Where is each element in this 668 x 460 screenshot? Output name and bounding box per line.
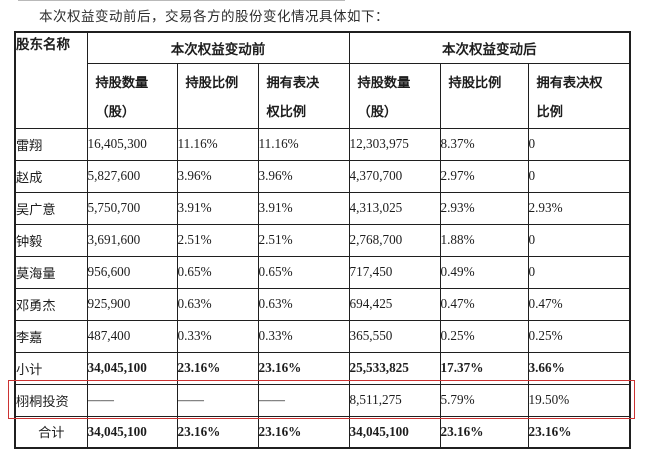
value-cell: 0.33% (257, 319, 350, 353)
value-cell: 23.16% (176, 351, 259, 385)
value-cell: 23.16% (439, 415, 529, 449)
value-cell: 925,900 (86, 287, 178, 321)
value-cell: 34,045,100 (86, 351, 178, 385)
shareholder-name: 莫海量 (14, 255, 88, 289)
value-cell: 2.51% (257, 223, 350, 257)
value-cell: 0.63% (176, 287, 259, 321)
value-cell: 5,750,700 (86, 191, 178, 225)
header-shares-held-after: 持股数量 （股） (348, 62, 441, 129)
value-cell: 25,533,825 (348, 351, 441, 385)
value-cell: 0.65% (257, 255, 350, 289)
shareholding-table: 股东名称 本次权益变动前 本次权益变动后 持股数量 （股） 持股比例 拥有表决 … (14, 31, 632, 449)
value-cell: 2.97% (439, 159, 529, 193)
table-row: 吴广意 5,750,700 3.91% 3.91% 4,313,025 2.93… (14, 191, 631, 225)
shareholder-name: 邓勇杰 (14, 287, 88, 321)
value-cell: 34,045,100 (86, 415, 178, 449)
page-top-divider (18, 0, 345, 1)
value-cell: 2.93% (527, 191, 631, 225)
value-cell: 1.88% (439, 223, 529, 257)
table-row: 莫海量 956,600 0.65% 0.65% 717,450 0.49% 0 (14, 255, 631, 289)
header-row-groups: 股东名称 本次权益变动前 本次权益变动后 (14, 31, 631, 129)
shareholder-name: 合计 (14, 415, 88, 449)
value-cell: 11.16% (176, 127, 259, 161)
header-voting-ratio-after: 拥有表决权 比例 (527, 62, 631, 129)
table-row: 小计 34,045,100 23.16% 23.16% 25,533,825 1… (14, 351, 631, 385)
value-cell: 8.37% (439, 127, 529, 161)
value-cell: 694,425 (348, 287, 441, 321)
shareholder-name: 李嘉 (14, 319, 88, 353)
value-cell: —— (176, 383, 259, 417)
table-row: 李嘉 487,400 0.33% 0.33% 365,550 0.25% 0.2… (14, 319, 631, 353)
value-cell: 4,370,700 (348, 159, 441, 193)
value-cell: 3,691,600 (86, 223, 178, 257)
value-cell: 16,405,300 (86, 127, 178, 161)
value-cell: —— (257, 383, 350, 417)
table-row: 合计 34,045,100 23.16% 23.16% 34,045,100 2… (14, 415, 631, 449)
value-cell: 0.25% (527, 319, 631, 353)
value-cell: 19.50% (527, 383, 631, 417)
value-cell: 0.63% (257, 287, 350, 321)
header-after-change: 本次权益变动后 (348, 31, 631, 64)
table-row: 钟毅 3,691,600 2.51% 2.51% 2,768,700 1.88%… (14, 223, 631, 257)
value-cell: 8,511,275 (348, 383, 441, 417)
value-cell: 2.93% (439, 191, 529, 225)
shareholder-name: 小计 (14, 351, 88, 385)
shareholder-name: 赵成 (14, 159, 88, 193)
value-cell: 23.16% (257, 351, 350, 385)
header-shareholder-name: 股东名称 (14, 31, 88, 129)
header-share-ratio-after: 持股比例 (439, 62, 529, 129)
value-cell: 0 (527, 127, 631, 161)
value-cell: 487,400 (86, 319, 178, 353)
value-cell: 0 (527, 223, 631, 257)
table-row: 栩桐投资 —— —— —— 8,511,275 5.79% 19.50% (14, 383, 631, 417)
value-cell: 956,600 (86, 255, 178, 289)
table-row: 赵成 5,827,600 3.96% 3.96% 4,370,700 2.97%… (14, 159, 631, 193)
value-cell: 5.79% (439, 383, 529, 417)
value-cell: 0.47% (527, 287, 631, 321)
value-cell: 23.16% (257, 415, 350, 449)
value-cell: 3.66% (527, 351, 631, 385)
value-cell: 11.16% (257, 127, 350, 161)
value-cell: 3.96% (176, 159, 259, 193)
value-cell: 3.91% (176, 191, 259, 225)
header-row-subcolumns: 持股数量 （股） 持股比例 拥有表决 权比例 持股数量 （股） 持股比例 拥有表… (15, 62, 631, 129)
value-cell: 717,450 (348, 255, 441, 289)
value-cell: 12,303,975 (348, 127, 441, 161)
table-row: 邓勇杰 925,900 0.63% 0.63% 694,425 0.47% 0.… (14, 287, 631, 321)
value-cell: 3.91% (257, 191, 350, 225)
value-cell: 4,313,025 (348, 191, 441, 225)
value-cell: 0.47% (439, 287, 529, 321)
value-cell: 0.65% (176, 255, 259, 289)
value-cell: 0.25% (439, 319, 529, 353)
value-cell: 0.49% (439, 255, 529, 289)
shareholder-name: 钟毅 (14, 223, 88, 257)
header-before-change: 本次权益变动前 (86, 31, 350, 64)
header-share-ratio-before: 持股比例 (176, 62, 259, 129)
value-cell: 0.33% (176, 319, 259, 353)
table-body: 雷翔 16,405,300 11.16% 11.16% 12,303,975 8… (14, 127, 631, 449)
value-cell: —— (86, 383, 178, 417)
header-shares-held-before: 持股数量 （股） (86, 62, 178, 129)
shareholder-name: 雷翔 (14, 127, 88, 161)
value-cell: 23.16% (527, 415, 631, 449)
value-cell: 34,045,100 (348, 415, 441, 449)
intro-text: 本次权益变动前后，交易各方的股份变化情况具体如下： (39, 9, 389, 24)
value-cell: 17.37% (439, 351, 529, 385)
table-row: 雷翔 16,405,300 11.16% 11.16% 12,303,975 8… (14, 127, 631, 161)
value-cell: 23.16% (176, 415, 259, 449)
value-cell: 3.96% (257, 159, 350, 193)
value-cell: 0 (527, 255, 631, 289)
shareholder-name: 栩桐投资 (14, 383, 88, 417)
value-cell: 2.51% (176, 223, 259, 257)
value-cell: 365,550 (348, 319, 441, 353)
value-cell: 5,827,600 (86, 159, 178, 193)
value-cell: 0 (527, 159, 631, 193)
header-voting-ratio-before: 拥有表决 权比例 (257, 62, 350, 129)
shareholder-name: 吴广意 (14, 191, 88, 225)
value-cell: 2,768,700 (348, 223, 441, 257)
